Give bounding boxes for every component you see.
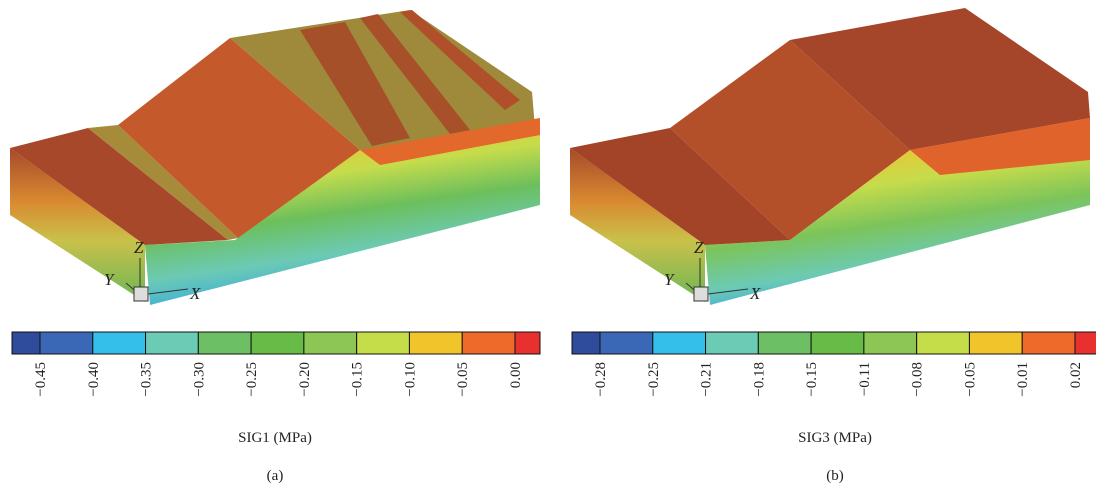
- colorbar-tick-label: −0.15: [804, 362, 820, 397]
- model-a: [10, 10, 540, 305]
- colorbar-tick-label: −0.08: [910, 362, 926, 397]
- colorbar-bin: [758, 332, 811, 354]
- axis-label: Z: [694, 238, 704, 257]
- colorbar-tick-label: −0.45: [33, 362, 49, 397]
- colorbar-bin: [409, 332, 462, 354]
- colorbar-title: SIG3 (MPa): [798, 430, 872, 446]
- colorbar-bin: [1022, 332, 1075, 354]
- colorbar-tick-label: −0.18: [751, 362, 767, 397]
- axis-label: X: [189, 284, 201, 303]
- colorbar-bin: [653, 332, 706, 354]
- colorbar-bin: [251, 332, 304, 354]
- colorbar-bin: [969, 332, 1022, 354]
- colorbar-title: SIG1 (MPa): [238, 430, 312, 446]
- colorbar-bin: [600, 332, 653, 354]
- colorbar-tick-label: −0.30: [191, 362, 207, 397]
- colorbar-bin: [93, 332, 146, 354]
- axis-label: Y: [104, 270, 115, 289]
- axis-label: Z: [134, 238, 144, 257]
- colorbar-bin: [1075, 332, 1096, 354]
- colorbar-tick-label: −0.25: [244, 362, 260, 397]
- colorbar-tick-label: −0.40: [86, 362, 102, 397]
- colorbar-tick-label: −0.05: [455, 362, 471, 397]
- colorbar-bin: [357, 332, 410, 354]
- colorbar-bin: [515, 332, 540, 354]
- colorbar-bin: [198, 332, 251, 354]
- colorbar-tick-label: −0.11: [857, 362, 873, 396]
- colorbar-bin: [864, 332, 917, 354]
- panel-label: (a): [267, 468, 284, 484]
- model-b: [570, 8, 1090, 305]
- axis-label: X: [749, 284, 761, 303]
- colorbar-tick-label: −0.05: [962, 362, 978, 397]
- colorbar-bin: [40, 332, 93, 354]
- axis-cube: [134, 287, 148, 301]
- colorbar-bin: [917, 332, 970, 354]
- colorbar-tick-label: −0.21: [699, 362, 715, 397]
- colorbar-bin: [706, 332, 759, 354]
- colorbar-tick-label: 0.02: [1068, 362, 1084, 388]
- colorbar-tick-label: −0.15: [350, 362, 366, 397]
- axis-label: Y: [664, 270, 675, 289]
- colorbar-bin: [811, 332, 864, 354]
- colorbar-bin: [572, 332, 600, 354]
- panel-label: (b): [826, 468, 844, 484]
- colorbar-bin: [12, 332, 40, 354]
- colorbar-bin: [146, 332, 199, 354]
- figure: ZYX−0.45−0.40−0.35−0.30−0.25−0.20−0.15−0…: [0, 0, 1096, 489]
- colorbar-bin: [304, 332, 357, 354]
- colorbar-bin: [462, 332, 515, 354]
- colorbar-tick-label: −0.35: [139, 362, 155, 397]
- colorbar-tick-label: −0.25: [646, 362, 662, 397]
- colorbar-tick-label: 0.00: [508, 362, 524, 388]
- colorbar-tick-label: −0.28: [593, 362, 609, 397]
- colorbar-tick-label: −0.01: [1015, 362, 1031, 397]
- colorbar-tick-label: −0.20: [297, 362, 313, 397]
- axis-cube: [694, 287, 708, 301]
- colorbar-tick-label: −0.10: [402, 362, 418, 397]
